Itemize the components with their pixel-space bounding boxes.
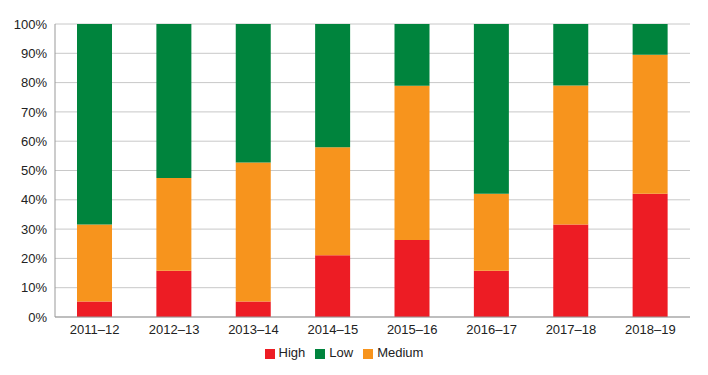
svg-text:100%: 100% [14, 17, 48, 32]
svg-text:90%: 90% [21, 46, 47, 61]
svg-text:2013–14: 2013–14 [228, 322, 279, 337]
svg-text:40%: 40% [21, 192, 47, 207]
svg-text:60%: 60% [21, 134, 47, 149]
svg-text:2015–16: 2015–16 [387, 322, 438, 337]
svg-text:2017–18: 2017–18 [546, 322, 597, 337]
svg-text:2011–12: 2011–12 [70, 322, 120, 337]
svg-text:2014–15: 2014–15 [308, 322, 359, 337]
svg-text:70%: 70% [21, 105, 47, 120]
svg-text:2012–13: 2012–13 [149, 322, 200, 337]
svg-text:30%: 30% [21, 222, 47, 237]
svg-text:2018–19: 2018–19 [625, 322, 676, 337]
svg-text:10%: 10% [21, 280, 47, 295]
html-text:Medium: Medium [377, 345, 424, 360]
svg-text:50%: 50% [21, 163, 47, 178]
svg-text:80%: 80% [21, 75, 47, 90]
svg-text:20%: 20% [21, 251, 47, 266]
svg-text:2016–17: 2016–17 [466, 322, 517, 337]
html-text:Low: Low [329, 345, 354, 360]
svg-text:0%: 0% [28, 310, 47, 325]
html-text:High: High [278, 345, 306, 360]
